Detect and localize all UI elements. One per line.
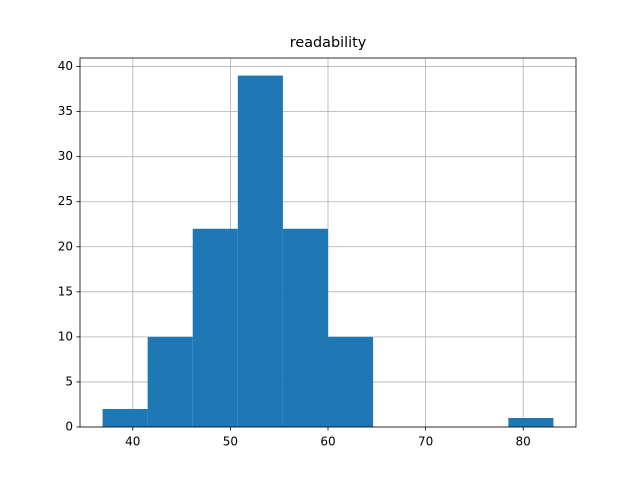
plot-frame — [79, 57, 577, 428]
y-tick-label: 15 — [58, 284, 73, 298]
x-tick-label: 60 — [320, 435, 335, 449]
y-tick-label: 5 — [65, 374, 73, 388]
bar — [328, 336, 374, 427]
bar — [508, 417, 554, 427]
y-tick-label: 30 — [58, 149, 73, 163]
y-tick-label: 20 — [58, 239, 73, 253]
x-tick-label: 80 — [516, 435, 531, 449]
y-tick-label: 25 — [58, 194, 73, 208]
bar — [237, 75, 283, 428]
y-tick-label: 35 — [58, 104, 73, 118]
x-tick-label: 40 — [125, 435, 140, 449]
bar — [102, 408, 148, 427]
chart-title: readability — [290, 35, 367, 51]
bar — [147, 336, 193, 427]
y-tick-label: 40 — [58, 59, 73, 73]
y-tick-label: 0 — [65, 420, 73, 434]
y-tick-label: 10 — [58, 329, 73, 343]
x-tick-label: 70 — [418, 435, 433, 449]
bar — [192, 228, 238, 427]
bar — [282, 228, 328, 427]
x-tick-label: 50 — [223, 435, 238, 449]
